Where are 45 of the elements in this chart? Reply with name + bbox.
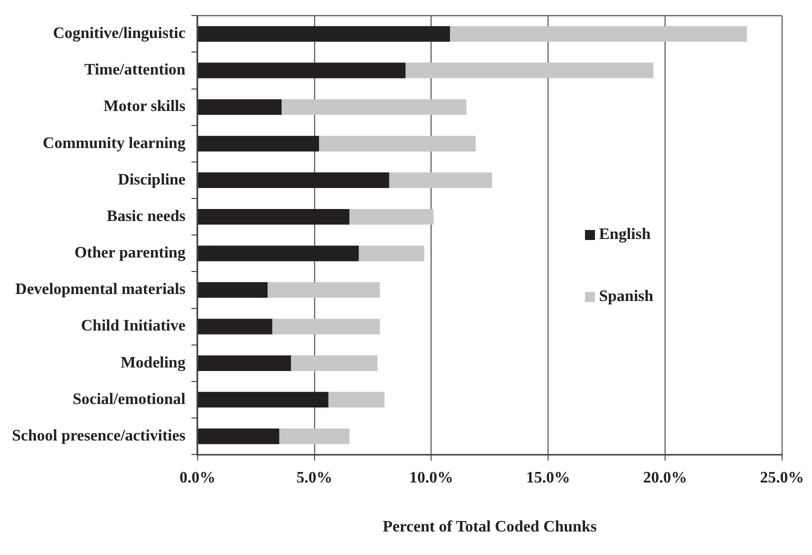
x-tick-label: 5.0% [296,469,332,486]
y-tick-label: Cognitive/linguistic [53,25,186,42]
y-tick-label: Time/attention [84,62,186,79]
bar [198,172,390,188]
bar [406,62,654,78]
bar [358,246,424,262]
bar [198,99,282,115]
bar [198,26,450,42]
x-tick-label: 0.0% [179,469,216,486]
y-tick-label: Community learning [42,134,186,152]
x-tick-label: 15.0% [526,469,570,486]
bar [198,208,350,225]
y-tick-label: School presence/activities [12,427,186,444]
bar [198,318,272,334]
y-tick-label: Other parenting [74,244,186,262]
bar [328,392,385,408]
bar [349,208,434,225]
x-tick-label: 20.0% [643,469,688,486]
bar [319,136,476,152]
legend-label: English [599,226,651,244]
bar [282,99,466,115]
legend-label: Spanish [599,288,654,306]
bar [389,172,492,188]
bar [198,392,328,408]
y-tick-label: Modeling [120,354,186,372]
x-tick-label: 25.0% [760,469,804,486]
y-tick-label: Discipline [118,171,186,188]
bar [198,355,291,371]
bar [272,318,380,334]
bar [198,136,320,152]
bar [198,428,280,444]
y-tick-label: Motor skills [104,98,186,116]
bar [279,428,350,444]
bar [450,26,747,42]
y-tick-label: Developmental materials [15,281,186,298]
y-tick-label: Child Initiative [80,318,186,335]
bar [198,62,406,78]
y-tick-label: Basic needs [106,208,186,225]
bar [198,282,268,298]
bar [198,246,359,262]
bar [268,282,380,298]
bar [290,355,378,371]
y-tick-label: Social/emotional [72,390,186,408]
x-axis-title: Percent of Total Coded Chunks [382,518,597,536]
x-tick-label: 10.0% [409,469,454,486]
